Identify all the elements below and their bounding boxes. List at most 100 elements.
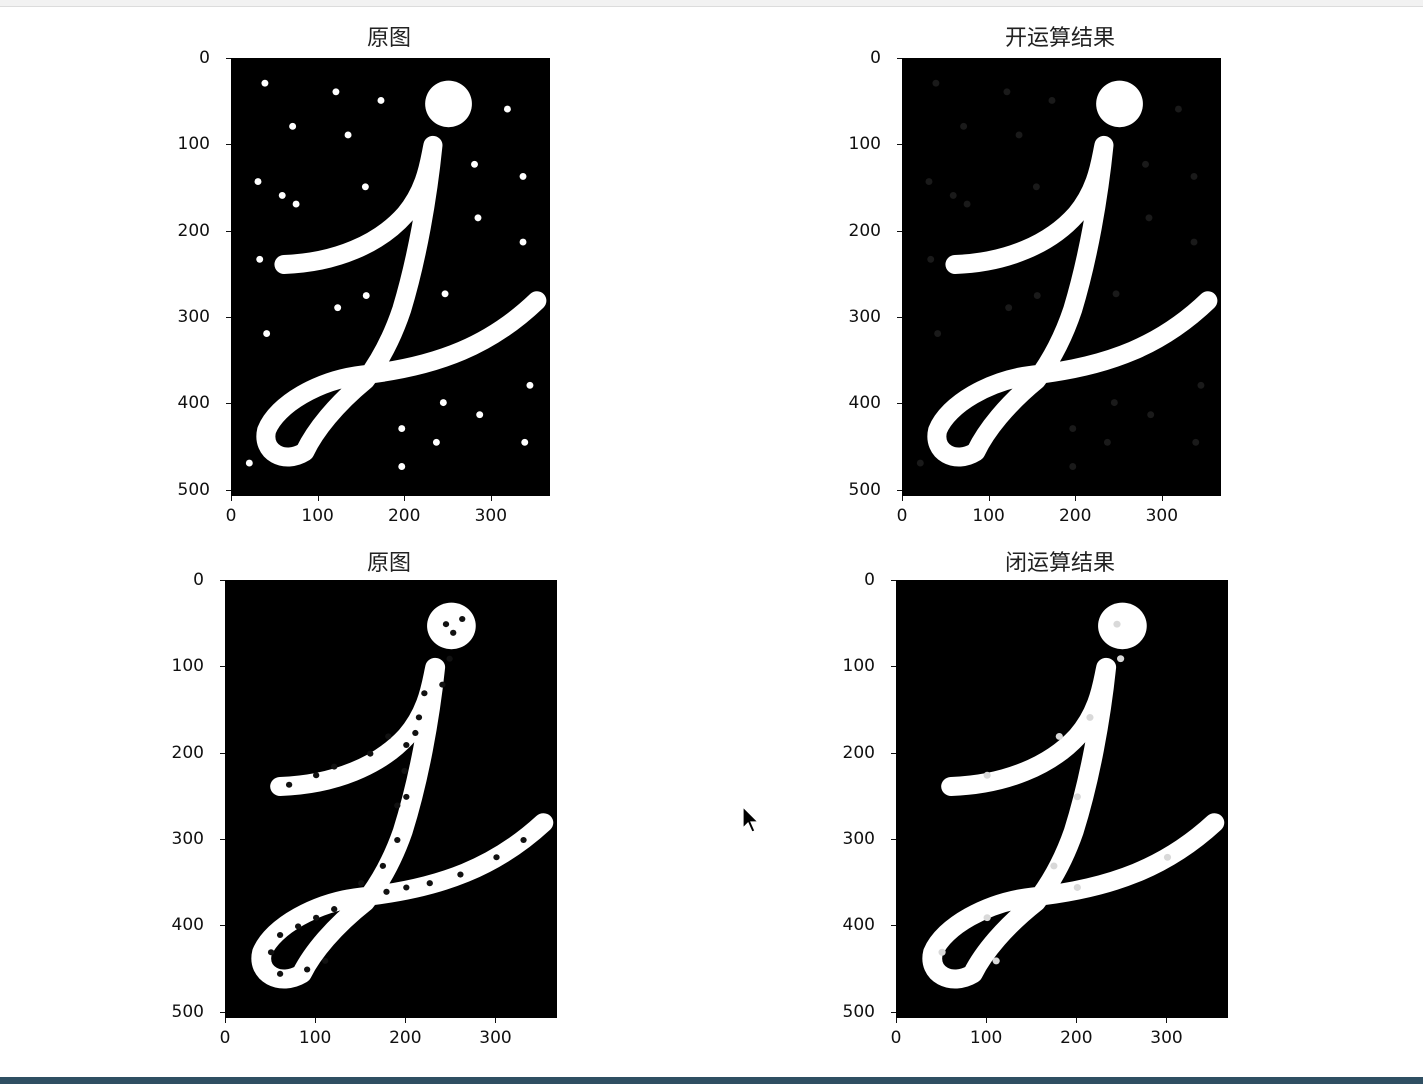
subplot-title: 开运算结果 (1004, 26, 1115, 51)
x-tick-label: 200 (1058, 506, 1092, 526)
hole-speck (313, 914, 320, 921)
image-display (231, 58, 550, 496)
hole-speck (412, 729, 419, 736)
letter-j-image (251, 602, 554, 989)
residual-speck (1174, 105, 1182, 113)
filled-speck (1117, 655, 1125, 663)
noise-speck (289, 122, 297, 130)
x-tick-label: 0 (219, 1028, 231, 1048)
hole-speck (367, 750, 374, 757)
residual-speck (1112, 290, 1120, 298)
image-display (225, 580, 557, 1018)
hole-speck (394, 836, 401, 844)
y-tick-label: 500 (177, 479, 210, 500)
hole-speck (294, 923, 302, 930)
hole-speck (331, 763, 338, 770)
y-tick-label: 0 (864, 570, 875, 590)
residual-speck (1005, 304, 1013, 312)
hole-speck (358, 880, 365, 887)
x-tick-mark (1076, 1018, 1078, 1023)
noise-speck (332, 88, 340, 96)
residual-speck (927, 255, 935, 263)
hole-speck (442, 621, 450, 628)
y-tick-label: 300 (848, 307, 881, 327)
x-tick-mark (988, 496, 990, 501)
residual-speck (1103, 438, 1111, 446)
hole-speck (450, 629, 457, 636)
x-tick-label: 200 (387, 506, 421, 526)
hole-speck (385, 733, 392, 740)
noise-speck (474, 214, 482, 222)
y-tick-label: 100 (171, 656, 204, 677)
y-tick-mark (891, 580, 896, 581)
y-tick-label: 400 (171, 915, 204, 936)
letter-j-image (922, 602, 1225, 989)
y-tick-label: 200 (842, 742, 875, 763)
y-tick-label: 300 (177, 307, 210, 327)
residual-speck (1145, 214, 1153, 222)
hole-speck (459, 615, 466, 623)
noise-speck (476, 411, 484, 419)
y-tick-mark (891, 925, 896, 927)
hole-speck (267, 949, 275, 956)
y-tick-label: 100 (177, 134, 210, 155)
y-tick-label: 100 (842, 656, 875, 677)
hole-speck (303, 966, 311, 973)
x-tick-label: 200 (389, 1028, 422, 1048)
residual-speck (1032, 183, 1040, 191)
x-tick-label: 300 (479, 1028, 512, 1048)
noise-speck (263, 330, 271, 338)
y-tick-mark (220, 839, 225, 840)
y-tick-label: 500 (842, 1001, 875, 1022)
x-tick-mark (896, 1018, 897, 1023)
y-tick-mark (891, 752, 896, 754)
filled-speck (1055, 732, 1063, 740)
noise-speck (278, 191, 286, 199)
image-display (902, 58, 1221, 496)
noise-speck (245, 459, 253, 467)
y-tick-mark (897, 489, 902, 491)
y-tick-label: 200 (848, 220, 881, 241)
y-tick-label: 0 (870, 48, 881, 68)
y-tick-label: 300 (842, 829, 875, 849)
y-tick-label: 400 (848, 393, 881, 414)
taskbar-edge (0, 1077, 1423, 1084)
y-tick-mark (897, 403, 902, 405)
noise-speck (398, 425, 406, 432)
noise-speck (398, 463, 406, 470)
filled-speck (1113, 620, 1121, 628)
y-tick-label: 400 (177, 393, 210, 414)
residual-speck (1142, 160, 1149, 168)
residual-speck (916, 459, 924, 467)
hole-speck (520, 836, 527, 844)
hole-speck (331, 906, 338, 913)
y-tick-mark (897, 144, 902, 146)
x-tick-mark (404, 496, 406, 501)
y-tick-label: 300 (171, 829, 204, 849)
noise-speck (362, 292, 370, 300)
x-tick-mark (986, 1018, 988, 1023)
hole-speck (285, 781, 293, 788)
filled-speck (1073, 793, 1081, 801)
letter-stroke (256, 135, 547, 467)
y-tick-label: 500 (848, 479, 881, 500)
residual-speck (934, 330, 942, 338)
residual-speck (1033, 292, 1041, 300)
residual-speck (932, 79, 940, 87)
hole-speck (322, 957, 329, 964)
hole-speck (276, 931, 284, 939)
filled-speck (1086, 713, 1094, 721)
y-tick-mark (897, 58, 902, 59)
residual-speck (1110, 399, 1118, 407)
letter-stroke (251, 657, 554, 989)
y-tick-mark (897, 230, 902, 232)
window-top-edge (0, 0, 1423, 7)
y-tick-mark (220, 580, 225, 581)
noise-speck (292, 200, 300, 208)
filled-speck (1163, 853, 1172, 861)
image-display (896, 580, 1228, 1018)
letter-dot (425, 80, 472, 128)
residual-speck (1197, 381, 1205, 389)
filled-speck (938, 948, 946, 956)
hole-speck (379, 862, 387, 869)
